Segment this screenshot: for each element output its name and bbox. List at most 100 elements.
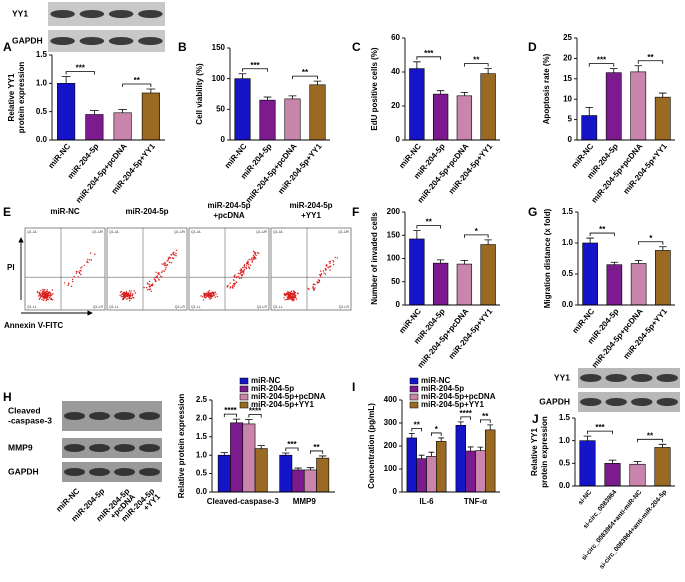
- panel-letter: I: [352, 380, 355, 394]
- event-dot: [319, 270, 322, 272]
- y-tick-label: 150: [387, 230, 401, 239]
- y-axis-label: Cell viability (%): [195, 63, 204, 125]
- bar: [629, 463, 646, 487]
- event-dot: [288, 296, 290, 298]
- event-dot: [128, 294, 131, 297]
- event-dot: [248, 258, 250, 261]
- significance-label: *: [435, 425, 439, 434]
- event-dot: [293, 297, 295, 299]
- event-dot: [71, 278, 74, 281]
- event-dot: [239, 273, 241, 275]
- legend-label: miR-NC: [421, 376, 451, 385]
- blot-row-label: YY1: [12, 8, 28, 18]
- event-dot: [329, 262, 331, 265]
- event-dot: [253, 258, 255, 260]
- event-dot: [38, 295, 40, 297]
- flow-title: miR-204-5p: [289, 201, 332, 210]
- legend-label: miR-NC: [251, 376, 281, 385]
- blot-band: [605, 374, 627, 382]
- event-dot: [288, 298, 290, 301]
- event-dot: [128, 290, 131, 292]
- event-dot: [233, 279, 235, 282]
- event-dot: [128, 296, 131, 298]
- event-dot: [294, 292, 296, 294]
- event-dot: [148, 280, 151, 283]
- bar: [579, 440, 596, 487]
- event-dot: [314, 283, 316, 286]
- event-dot: [229, 286, 231, 288]
- y-tick-label: 0.0: [559, 481, 571, 490]
- event-dot: [75, 270, 78, 273]
- event-dot: [160, 271, 163, 273]
- bar: [465, 450, 476, 493]
- legend-swatch: [239, 401, 249, 409]
- significance-bracket: [285, 447, 299, 451]
- error-bar: [89, 110, 99, 115]
- event-dot: [210, 297, 213, 299]
- error-bar: [658, 92, 667, 98]
- blot-row-label: GAPDH: [12, 35, 43, 45]
- event-dot: [50, 298, 52, 300]
- event-dot: [203, 292, 205, 294]
- y-axis-label: Relative YY1: [530, 428, 539, 476]
- y-axis-label: EdU positive cells (%): [370, 47, 379, 130]
- event-dot: [130, 292, 132, 294]
- error-bar: [257, 445, 265, 449]
- event-dot: [167, 259, 169, 261]
- event-dot: [251, 261, 253, 263]
- x-tick-label-group: miR-204-5p+pcDNA: [74, 142, 129, 205]
- event-dot: [320, 276, 322, 278]
- significance-bracket: [416, 56, 442, 60]
- event-dot: [319, 274, 321, 276]
- error-bar: [288, 95, 297, 99]
- event-dot: [175, 249, 178, 251]
- event-dot: [163, 263, 165, 265]
- event-dot: [240, 274, 242, 276]
- y-tick-label: 200: [387, 207, 401, 216]
- blot-band: [89, 412, 110, 420]
- event-dot: [63, 282, 66, 284]
- event-dot: [170, 262, 173, 264]
- x-tick-label: Cleaved-caspase-3: [207, 497, 280, 506]
- event-dot: [326, 264, 328, 266]
- error-bar: [313, 80, 322, 85]
- event-dot: [206, 295, 208, 297]
- blot-band: [89, 444, 110, 452]
- event-dot: [36, 291, 39, 293]
- significance-bracket: [292, 75, 318, 80]
- error-bar: [658, 443, 667, 448]
- flow-x-label: Annexin V-FITC: [4, 321, 63, 330]
- event-dot: [209, 294, 212, 297]
- event-dot: [313, 283, 315, 285]
- event-dot: [94, 253, 96, 255]
- event-dot: [290, 298, 292, 300]
- bar: [480, 73, 496, 141]
- significance-bracket: [463, 234, 489, 238]
- significance-bracket: [431, 432, 442, 436]
- event-dot: [120, 296, 123, 298]
- blot-row-label: MMP9: [8, 442, 33, 452]
- event-dot: [291, 293, 294, 295]
- event-dot: [90, 259, 93, 261]
- x-tick-label: miR-NC: [47, 142, 73, 170]
- y-tick-label: 1.5: [559, 413, 571, 422]
- event-dot: [77, 276, 79, 278]
- event-dot: [295, 295, 297, 297]
- event-dot: [50, 294, 53, 296]
- event-dot: [253, 253, 256, 255]
- event-dot: [216, 295, 218, 298]
- error-bar: [586, 237, 594, 243]
- blot-band: [64, 444, 85, 452]
- event-dot: [240, 268, 242, 270]
- significance-label: **: [134, 76, 141, 85]
- error-bar: [610, 261, 619, 265]
- bar: [475, 450, 486, 493]
- bar: [85, 114, 104, 141]
- blot-strip: [62, 438, 162, 458]
- event-dot: [235, 281, 237, 283]
- error-bar: [467, 446, 474, 452]
- event-dot: [126, 298, 128, 300]
- flow-plot: [106, 227, 188, 311]
- event-dot: [291, 298, 294, 301]
- event-dot: [214, 291, 217, 293]
